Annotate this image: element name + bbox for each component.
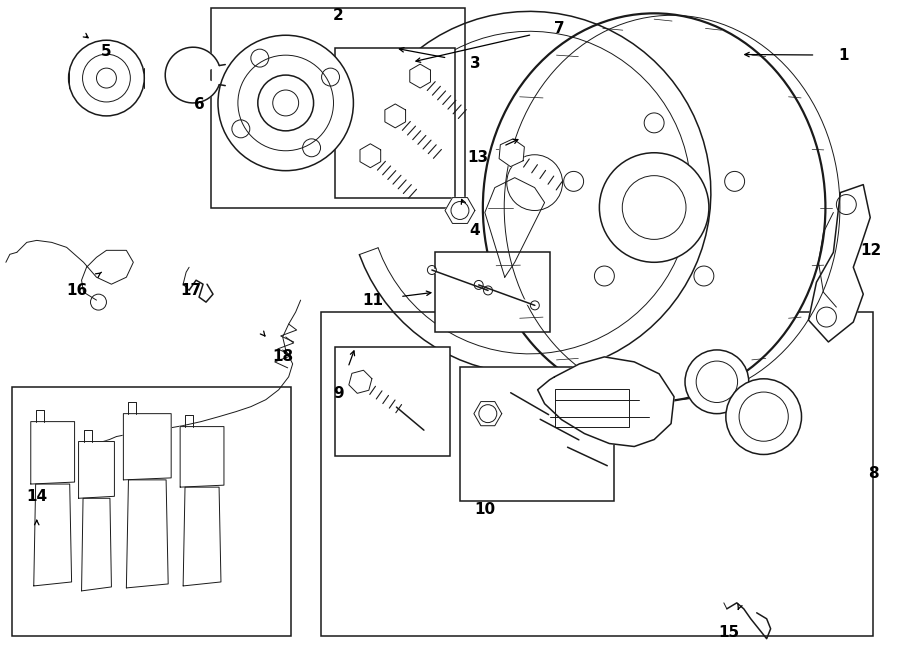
- Polygon shape: [360, 144, 381, 167]
- Text: 16: 16: [66, 283, 87, 298]
- Text: 12: 12: [860, 243, 882, 258]
- Text: 9: 9: [333, 386, 344, 401]
- Polygon shape: [123, 414, 171, 480]
- Polygon shape: [31, 422, 75, 484]
- Circle shape: [725, 379, 802, 455]
- Polygon shape: [34, 484, 72, 586]
- Polygon shape: [485, 177, 544, 277]
- Bar: [554, 389, 629, 426]
- Text: 5: 5: [101, 44, 112, 59]
- Bar: [320, 312, 873, 636]
- Text: 15: 15: [718, 625, 740, 640]
- Polygon shape: [445, 197, 475, 224]
- Text: 7: 7: [554, 21, 565, 36]
- Polygon shape: [180, 426, 224, 487]
- Text: 10: 10: [474, 502, 495, 517]
- Text: 6: 6: [194, 97, 204, 113]
- Bar: [12, 387, 291, 636]
- Polygon shape: [78, 442, 114, 498]
- Circle shape: [599, 153, 709, 262]
- Text: 13: 13: [467, 150, 489, 166]
- Text: 17: 17: [181, 283, 202, 298]
- Ellipse shape: [483, 13, 825, 402]
- Polygon shape: [126, 480, 168, 588]
- Polygon shape: [183, 487, 221, 586]
- Text: 4: 4: [470, 223, 481, 238]
- Bar: [435, 252, 550, 332]
- Text: 3: 3: [470, 56, 481, 71]
- Text: 14: 14: [26, 489, 48, 504]
- Text: 18: 18: [272, 350, 293, 364]
- Polygon shape: [410, 64, 430, 88]
- Polygon shape: [348, 11, 711, 374]
- Text: 1: 1: [838, 48, 849, 63]
- Polygon shape: [474, 402, 502, 426]
- Text: 2: 2: [333, 8, 344, 23]
- Polygon shape: [385, 104, 406, 128]
- Circle shape: [68, 40, 144, 116]
- Bar: [460, 367, 615, 501]
- Polygon shape: [166, 47, 220, 103]
- Polygon shape: [500, 139, 525, 167]
- Bar: [336, 347, 450, 457]
- Text: 8: 8: [868, 466, 878, 481]
- Polygon shape: [82, 498, 112, 591]
- Bar: [211, 9, 465, 207]
- Circle shape: [685, 350, 749, 414]
- Circle shape: [507, 155, 562, 211]
- Polygon shape: [537, 357, 674, 446]
- Polygon shape: [808, 185, 870, 342]
- Bar: [336, 48, 455, 197]
- Polygon shape: [349, 370, 372, 393]
- Circle shape: [218, 35, 354, 171]
- Text: 11: 11: [362, 293, 382, 308]
